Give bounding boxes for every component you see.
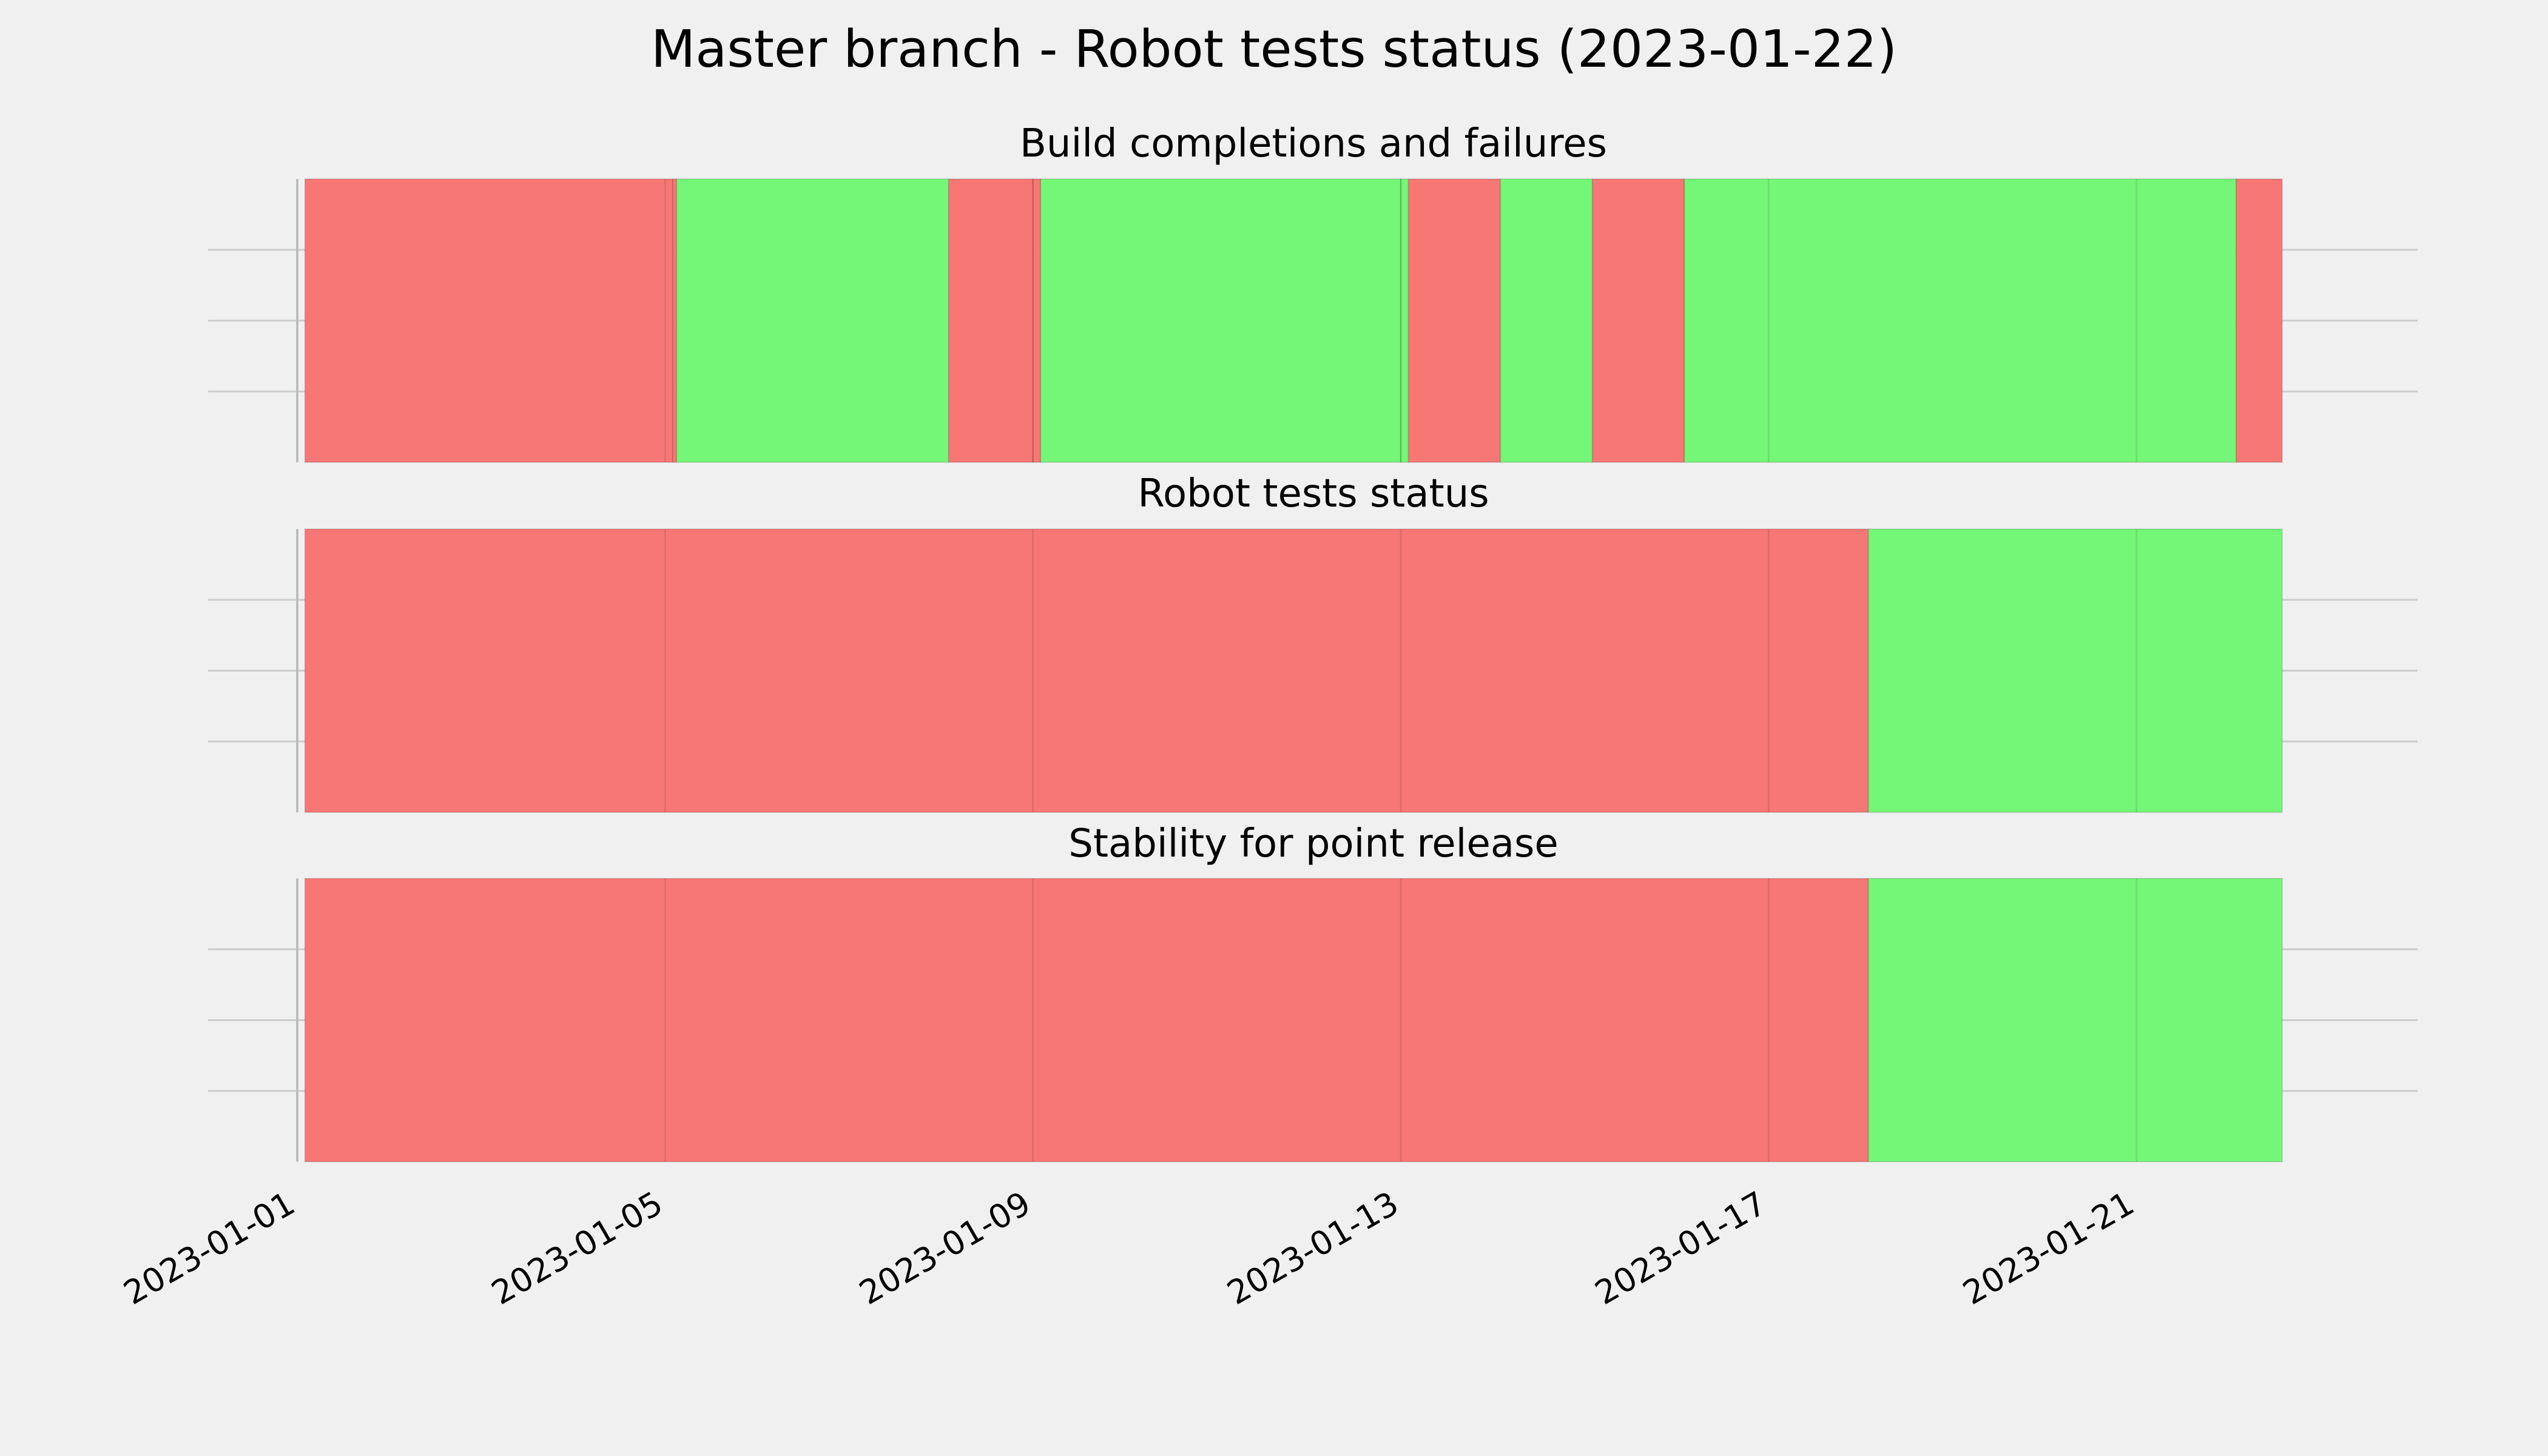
status-segment-fail [304,528,1869,813]
status-segment-fail [948,178,1034,463]
panel-build-vertical-grid [296,179,2138,462]
status-segment-fail [2236,178,2283,463]
status-segment-fail [304,178,673,463]
panel-build-segments [304,178,2283,463]
panel-title-robot-tests: Robot tests status [1138,471,1489,516]
panel-title-stability: Stability for point release [1068,821,1559,866]
status-segment-pass [1867,878,2283,1162]
chart-title: Master branch - Robot tests status (2023… [651,19,1897,79]
panel-title-build: Build completions and failures [1020,121,1607,166]
status-segment-pass [1684,178,2237,463]
panel-robot-tests: Robot tests status [208,471,2418,813]
status-segment-pass [1400,178,1409,463]
status-segment-pass [1867,528,2283,813]
panel-stability-segments [304,878,2283,1162]
status-segment-pass [1500,178,1593,463]
panel-stability: Stability for point release [208,821,2418,1162]
panel-stability-vertical-grid [296,878,2138,1162]
status-segment-fail [1032,178,1042,463]
panel-build: Build completions and failures [208,121,2418,463]
status-segment-pass [676,178,949,463]
panel-robot-tests-segments [304,528,2283,813]
status-segment-fail [1591,178,1685,463]
panel-robot-tests-vertical-grid [296,529,2138,812]
status-segment-fail [1407,178,1502,463]
status-segment-fail [304,878,1869,1162]
status-segment-pass [1040,178,1402,463]
